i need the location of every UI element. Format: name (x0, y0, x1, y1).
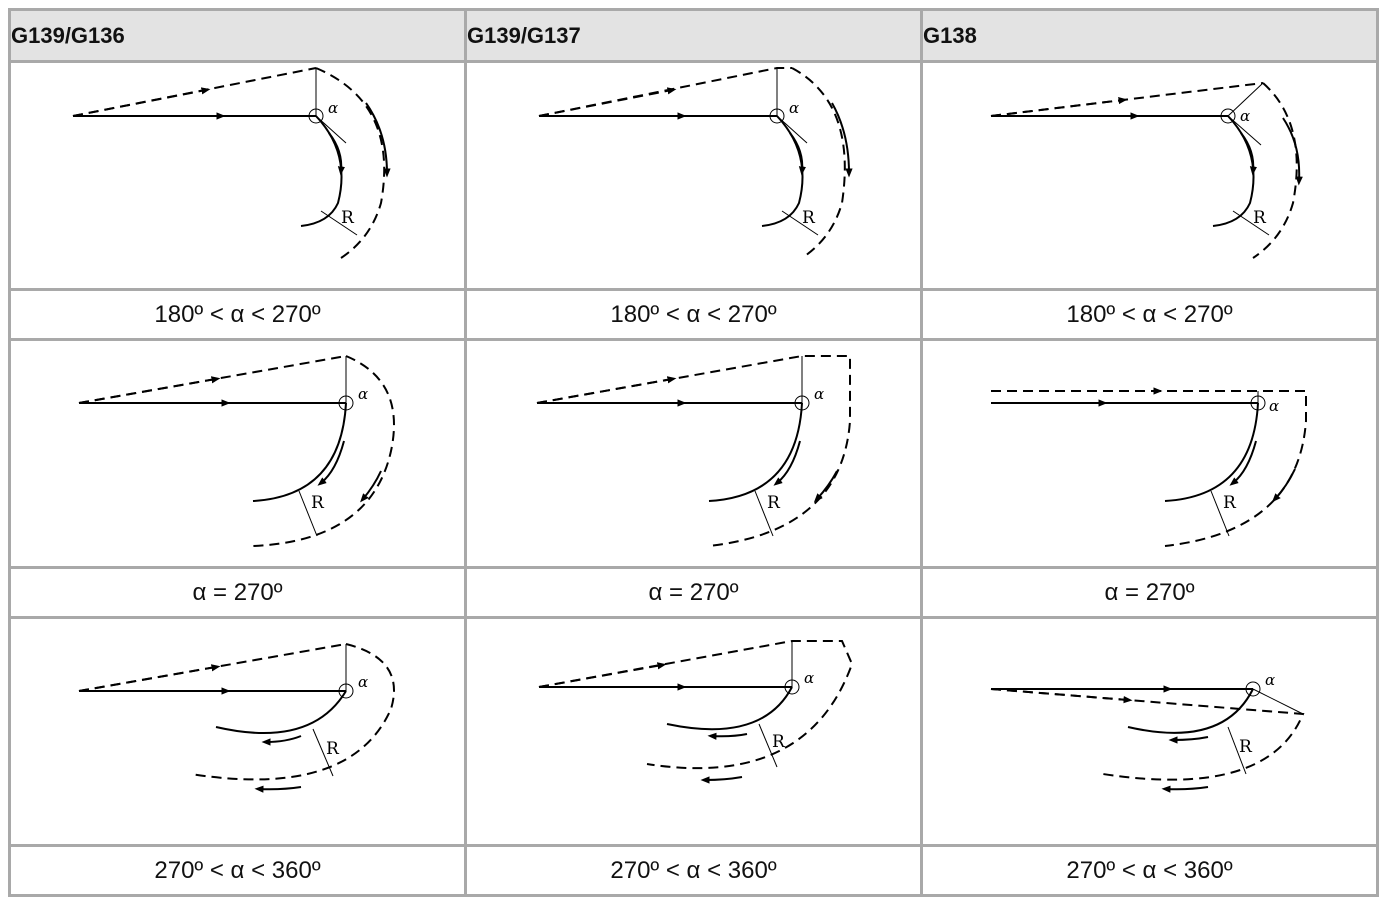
diagram-g137-obtuse: α R (464, 60, 923, 291)
diagram-g138-obtuse: α R (920, 60, 1379, 291)
alpha-symbol: α (814, 385, 824, 403)
diagram-g138-right: α R (920, 338, 1379, 569)
diagram-g137-reflex: α R (464, 616, 923, 847)
radius-symbol: R (772, 732, 786, 752)
alpha-symbol: α (1240, 107, 1250, 125)
angle-label-right: α = 270º (464, 566, 923, 619)
radius-symbol: R (326, 739, 340, 759)
angle-label-reflex: 270º < α < 360º (8, 844, 467, 897)
angle-label-reflex: 270º < α < 360º (920, 844, 1379, 897)
alpha-symbol: α (804, 669, 814, 687)
radius-symbol: R (767, 493, 781, 513)
alpha-symbol: α (328, 99, 338, 117)
header-g139-g137: G139/G137 (464, 8, 923, 63)
alpha-symbol: α (1265, 671, 1275, 689)
diagram-g138-reflex: α R (920, 616, 1379, 847)
alpha-symbol: α (358, 385, 368, 403)
angle-label-obtuse: 180º < α < 270º (8, 288, 467, 341)
angle-label-right: α = 270º (8, 566, 467, 619)
header-g138: G138 (920, 8, 1379, 63)
diagram-g136-reflex: α R (8, 616, 467, 847)
alpha-symbol: α (1269, 397, 1279, 415)
radius-symbol: R (802, 208, 816, 228)
radius-symbol: R (1253, 208, 1267, 228)
diagram-g136-obtuse: α R (8, 60, 467, 291)
radius-symbol: R (311, 493, 325, 513)
radius-symbol: R (1239, 737, 1253, 757)
radius-symbol: R (341, 208, 355, 228)
angle-label-reflex: 270º < α < 360º (464, 844, 923, 897)
header-g139-g136: G139/G136 (8, 8, 467, 63)
diagram-g136-right: α R (8, 338, 467, 569)
angle-label-obtuse: 180º < α < 270º (464, 288, 923, 341)
transition-table: G139/G136 G139/G137 G138 (8, 8, 1379, 897)
angle-label-right: α = 270º (920, 566, 1379, 619)
radius-symbol: R (1223, 493, 1237, 513)
alpha-symbol: α (358, 673, 368, 691)
diagram-g137-right: α R (464, 338, 923, 569)
alpha-symbol: α (789, 99, 799, 117)
angle-label-obtuse: 180º < α < 270º (920, 288, 1379, 341)
